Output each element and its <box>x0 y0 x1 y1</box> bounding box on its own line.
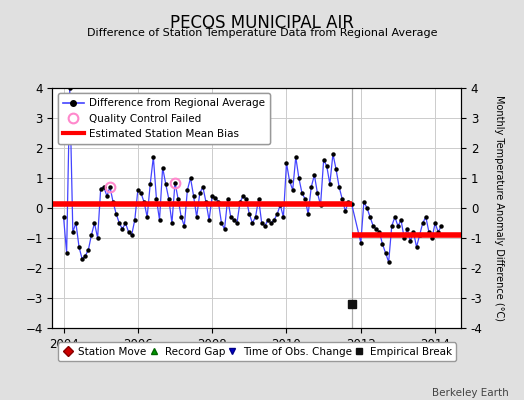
Legend: Difference from Regional Average, Quality Control Failed, Estimated Station Mean: Difference from Regional Average, Qualit… <box>58 93 270 144</box>
Text: Berkeley Earth: Berkeley Earth <box>432 388 508 398</box>
Text: Difference of Station Temperature Data from Regional Average: Difference of Station Temperature Data f… <box>87 28 437 38</box>
Text: PECOS MUNICIPAL AIR: PECOS MUNICIPAL AIR <box>170 14 354 32</box>
Y-axis label: Monthly Temperature Anomaly Difference (°C): Monthly Temperature Anomaly Difference (… <box>494 95 504 321</box>
Legend: Station Move, Record Gap, Time of Obs. Change, Empirical Break: Station Move, Record Gap, Time of Obs. C… <box>58 342 456 361</box>
